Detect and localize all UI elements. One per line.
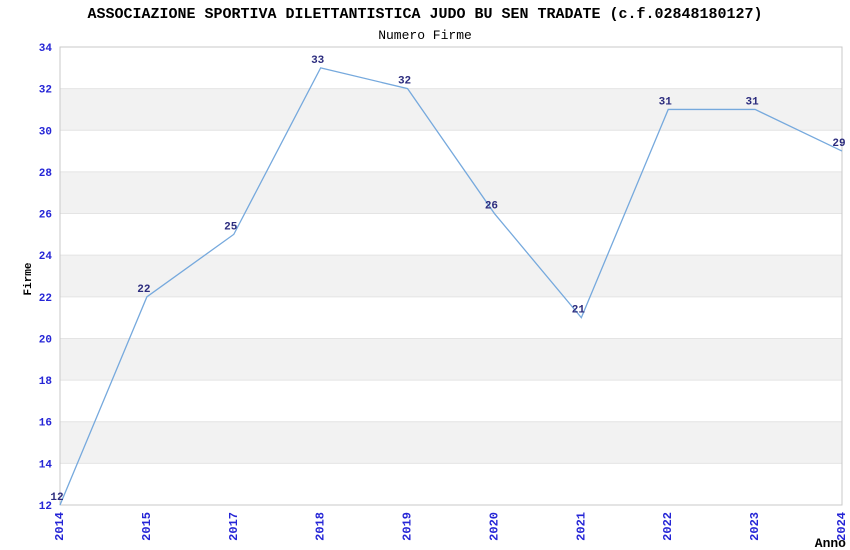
grid-band: [60, 47, 842, 89]
grid-band: [60, 463, 842, 505]
y-tick-label: 32: [39, 85, 52, 97]
x-tick-label: 2023: [748, 512, 762, 541]
x-tick-label: 2021: [574, 512, 588, 541]
x-tick-label: 2014: [53, 512, 67, 541]
y-tick-label: 18: [39, 376, 53, 388]
chart-subtitle: Numero Firme: [378, 28, 472, 43]
data-line: [59, 67, 843, 506]
x-tick-label: 2022: [661, 512, 675, 541]
x-tick-label: 2020: [487, 512, 501, 541]
x-tick-label: 2024: [835, 512, 849, 541]
plot-border: [59, 46, 843, 506]
grid-band: [60, 338, 842, 381]
x-tick-label: 2019: [401, 512, 415, 541]
y-tick-label: 22: [39, 293, 52, 305]
y-tick-label: 12: [39, 501, 52, 513]
point-label: 12: [50, 492, 63, 504]
y-tick-label: 16: [39, 418, 52, 430]
chart-title: ASSOCIAZIONE SPORTIVA DILETTANTISTICA JU…: [87, 6, 763, 23]
y-tick-label: 24: [39, 251, 53, 263]
x-axis-title: Anno: [815, 536, 846, 550]
point-label: 32: [398, 76, 411, 88]
y-tick-label: 34: [39, 43, 53, 55]
point-label: 31: [659, 96, 673, 108]
grid-band: [60, 421, 842, 464]
y-tick-label: 30: [39, 126, 52, 138]
point-label: 26: [485, 201, 498, 213]
y-tick-label: 28: [39, 168, 53, 180]
y-tick-label: 14: [39, 459, 53, 471]
grid-band: [60, 213, 842, 256]
x-tick-label: 2018: [314, 512, 328, 541]
point-label: 21: [572, 305, 586, 317]
point-label: 25: [224, 221, 238, 233]
point-label: 31: [746, 96, 760, 108]
grid-band: [60, 171, 842, 214]
point-label: 22: [137, 284, 150, 296]
grid-band: [60, 255, 842, 297]
y-tick-label: 26: [39, 210, 52, 222]
x-tick-label: 2015: [140, 512, 154, 541]
y-axis-title: Firme: [23, 262, 35, 295]
point-label: 33: [311, 55, 325, 67]
grid-band: [60, 380, 842, 422]
x-tick-label: 2017: [227, 512, 241, 541]
point-label: 29: [832, 138, 845, 150]
y-tick-label: 20: [39, 334, 52, 346]
grid-band: [60, 296, 842, 339]
